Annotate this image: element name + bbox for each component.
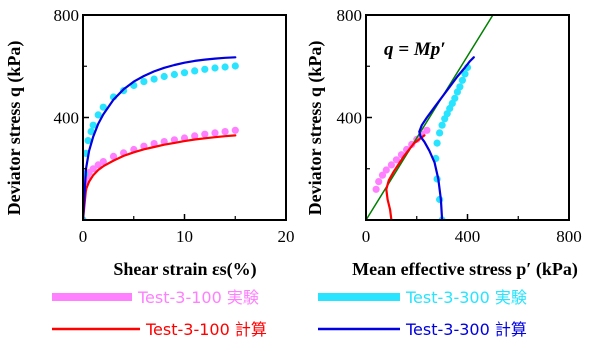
left-series-1-point (84, 137, 92, 145)
left-x-tick-label: 10 (176, 227, 193, 246)
left-series-0-point (89, 165, 97, 173)
left-series-0-point (109, 152, 118, 160)
left-series-1-point (170, 70, 178, 79)
left-series-1-point (221, 63, 229, 71)
right-y-tick-labels: 400 800 (337, 6, 363, 128)
right-y-axis-label: Deviator stress q (kPa) (305, 41, 326, 216)
legend-item: Test-3-300 計算 (318, 320, 527, 339)
left-x-tick-labels: 0 10 20 (79, 227, 295, 246)
left-series-1-point (89, 121, 97, 129)
left-series-0-point (221, 128, 229, 136)
legend: Test-3-100 実験 Test-3-300 実験 Test-3-100 計算 T… (52, 288, 527, 339)
left-plot-area (83, 56, 239, 220)
right-series-1-point (392, 156, 400, 164)
right-tick-marks (365, 14, 570, 220)
left-plot-frame (82, 14, 287, 221)
right-series-1-point (375, 178, 383, 186)
right-series-2-point (458, 76, 466, 84)
left-chart: Deviator stress q (kPa) 400 800 0 10 20 She… (4, 6, 295, 280)
left-tick-marks (82, 14, 287, 220)
left-series-0-point (94, 161, 102, 169)
left-series-1-point (180, 69, 189, 77)
right-y-tick-label: 400 (337, 109, 363, 128)
right-series-2-point (433, 139, 441, 147)
right-series-2-point (438, 121, 446, 129)
left-series-0-point (99, 158, 107, 166)
left-series-1-point (231, 62, 239, 70)
left-series-1-point (201, 65, 209, 73)
legend-item: Test-3-100 実験 (52, 288, 259, 307)
left-x-axis-label: Shear strain εs(%) (113, 259, 256, 280)
right-series-2-point (461, 70, 469, 78)
right-x-axis-label: Mean effective stress p′ (kPa) (352, 259, 578, 280)
legend-label: Test-3-300 実験 (405, 288, 527, 307)
legend-item: Test-3-100 計算 (52, 320, 267, 339)
left-series-1-point (99, 103, 107, 111)
legend-item: Test-3-300 実験 (318, 288, 527, 307)
left-series-2-line (83, 134, 237, 220)
right-series-1-point (372, 185, 380, 193)
left-y-tick-label: 400 (54, 109, 80, 128)
right-series-1-point (382, 166, 390, 174)
right-series-3-line (385, 134, 426, 220)
left-y-axis-label: Deviator stress q (kPa) (4, 41, 25, 216)
right-series-1-point (378, 171, 387, 179)
left-series-0-point (231, 126, 239, 134)
left-x-tick-label: 20 (278, 227, 295, 246)
left-series-3-line (83, 56, 237, 220)
left-series-1-point (160, 72, 168, 81)
legend-label: Test-3-100 計算 (145, 320, 267, 339)
left-series-1-point (211, 64, 219, 72)
left-series-0-point (211, 129, 219, 137)
left-series-1-point (140, 78, 148, 86)
left-series-1-point (191, 67, 199, 75)
right-series-1-point (423, 126, 431, 134)
left-y-tick-labels: 400 800 (54, 6, 80, 128)
left-series-0-point (201, 130, 209, 138)
right-x-tick-label: 800 (556, 227, 582, 246)
left-y-tick-label: 800 (54, 6, 80, 25)
right-chart: Deviator stress q (kPa) 400 800 0 400 800 q… (305, 6, 582, 280)
right-x-tick-labels: 0 400 800 (362, 227, 582, 246)
right-series-2-point (451, 94, 459, 102)
left-series-1-point (87, 128, 95, 136)
right-x-tick-label: 0 (362, 227, 371, 246)
right-series-2-point (436, 129, 444, 137)
left-series-0-point (191, 132, 199, 140)
right-plot-area (366, 15, 494, 220)
right-series-4-line (418, 56, 475, 220)
right-series-2-point (456, 83, 464, 91)
critical-state-line-label: q = Mp′ (384, 39, 446, 60)
right-series-1-point (387, 161, 395, 169)
left-series-0-point (150, 140, 158, 148)
left-series-1-point (150, 75, 158, 83)
right-y-tick-label: 800 (337, 6, 363, 25)
left-series-1-point (94, 111, 102, 119)
left-x-tick-label: 0 (79, 227, 88, 246)
right-x-tick-label: 400 (455, 227, 481, 246)
legend-label: Test-3-100 実験 (137, 288, 259, 307)
legend-label: Test-3-300 計算 (405, 320, 527, 339)
